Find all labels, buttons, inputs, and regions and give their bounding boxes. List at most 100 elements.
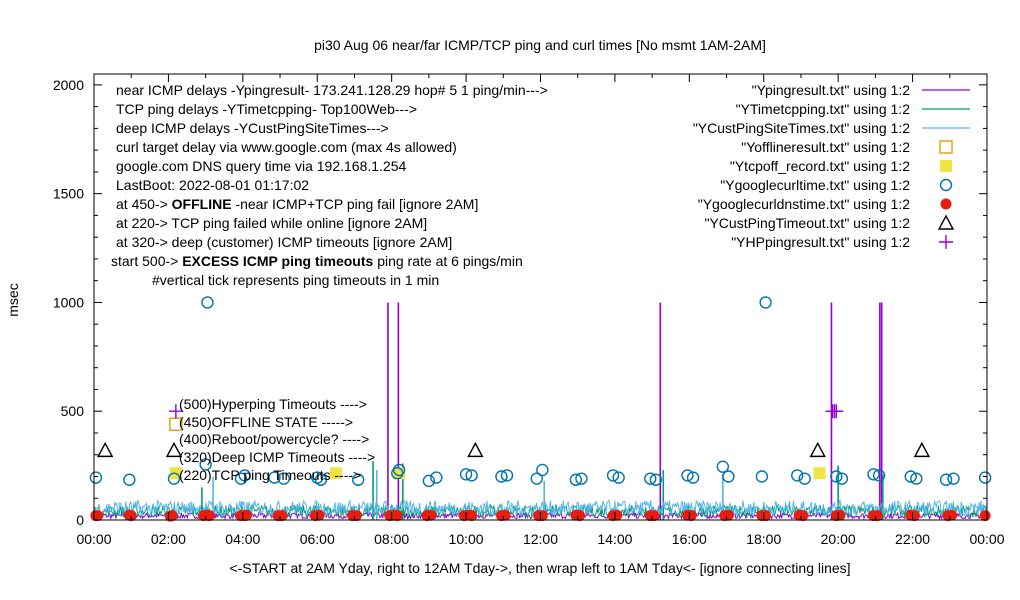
point-5-35 [798, 472, 811, 485]
point-6-13 [276, 510, 288, 522]
point-7-2 [467, 441, 484, 458]
info-line-9: start 500-> EXCESS ICMP ping timeouts pi… [111, 253, 523, 269]
point-5-3 [201, 296, 214, 309]
point-5-29 [686, 471, 700, 484]
chart-title: pi30 Aug 06 near/far ICMP/TCP ping and c… [314, 37, 766, 53]
point-5-13 [392, 463, 406, 477]
x-tick-label-8: 16:00 [672, 531, 707, 547]
marker-label-block: (500)Hyperping Timeouts ----> (450)OFFLIN… [179, 396, 375, 483]
point-6-49 [908, 510, 920, 522]
x-tick-label-10: 20:00 [821, 531, 856, 547]
point-7-4 [913, 441, 931, 458]
info-line-3: curl target delay via www.google.com (ma… [116, 139, 457, 155]
legend-label-4: "Ytcpoff_record.txt" using 1:2 [730, 158, 910, 174]
legend-label-3: "Yofflineresult.txt" using 1:2 [741, 139, 910, 155]
point-5-18 [495, 470, 508, 483]
x-tick-label-5: 10:00 [449, 531, 484, 547]
info-line-text: deep ICMP delays -YCustPingSiteTimes---> [116, 120, 389, 136]
point-6-22 [425, 509, 437, 521]
legend-label-1: "YTimetcpping.txt" using 1:2 [736, 101, 911, 117]
point-5-40 [904, 470, 917, 483]
legend-swatch-6 [940, 198, 952, 210]
info-line-2: deep ICMP delays -YCustPingSiteTimes---> [116, 120, 389, 136]
point-3-0 [169, 417, 183, 431]
marker-label-4: (220)TCP ping Timeouts ----> [179, 467, 361, 483]
legend-label-5: "Ygooglecurltime.txt" using 1:2 [720, 177, 910, 193]
point-5-2 [167, 472, 181, 485]
point-5-14 [422, 474, 436, 488]
info-line-text: at 220-> TCP ping failed while online [i… [116, 215, 427, 231]
point-6-15 [313, 509, 325, 521]
info-line-bold: OFFLINE [172, 196, 232, 212]
point-6-45 [834, 509, 846, 521]
point-5-37 [835, 472, 849, 485]
info-line-6: at 450-> OFFLINE -near ICMP+TCP ping fai… [116, 196, 478, 212]
legend-label-6: "Ygooglecurldnstime.txt" using 1:2 [698, 196, 910, 212]
point-5-17 [465, 469, 478, 482]
point-5-24 [606, 469, 620, 482]
point-5-28 [681, 469, 694, 482]
legend-swatch-7 [937, 214, 955, 230]
point-5-0 [89, 471, 103, 484]
point-5-6 [238, 469, 251, 482]
point-8-0 [168, 404, 183, 419]
point-6-11 [241, 509, 253, 521]
axes-layer: 0 500 1000 1500 2000 00:00 02:00 04:00 06:00 08:0… [53, 73, 1005, 547]
x-tick-label-2: 04:00 [225, 531, 260, 547]
y-tick-label-4: 2000 [53, 77, 84, 93]
point-5-19 [500, 469, 514, 482]
legend-swatch-3 [939, 140, 953, 154]
info-line-4: google.com DNS query time via 192.168.1.… [116, 158, 406, 174]
point-6-47 [871, 510, 883, 522]
markers-layer [89, 296, 992, 522]
point-6-41 [760, 510, 772, 522]
point-5-34 [791, 469, 804, 482]
x-tick-label-12: 00:00 [969, 531, 1004, 547]
point-6-43 [797, 510, 809, 522]
point-6-17 [350, 510, 362, 522]
info-line-suffix: -near ICMP+TCP ping fail [ignore 2AM] [232, 196, 479, 212]
point-5-32 [755, 470, 769, 483]
point-5-20 [530, 472, 543, 485]
point-6-8 [203, 510, 215, 522]
legend-swatch-4 [940, 160, 952, 172]
point-5-26 [644, 472, 657, 485]
point-5-15 [430, 471, 443, 484]
point-5-22 [569, 473, 583, 486]
point-5-31 [722, 470, 735, 483]
info-line-7: at 220-> TCP ping failed while online [i… [116, 215, 427, 231]
point-6-27 [499, 509, 511, 521]
x-tick-label-6: 12:00 [523, 531, 558, 547]
point-5-30 [716, 460, 730, 473]
info-text-block: near ICMP delays -Ypingresult- 173.241.1… [111, 82, 548, 288]
marker-label-1: (450)OFFLINE STATE -----> [179, 414, 353, 430]
point-5-21 [536, 463, 549, 477]
info-line-0: near ICMP delays -Ypingresult- 173.241.1… [116, 82, 548, 98]
point-5-5 [234, 472, 248, 485]
point-6-31 [574, 510, 586, 522]
info-line-bold: EXCESS ICMP ping timeouts [182, 253, 373, 269]
point-5-23 [575, 472, 588, 485]
point-5-33 [759, 296, 772, 309]
info-line-text: google.com DNS query time via 192.168.1.… [116, 158, 406, 174]
y-tick-label-3: 1500 [53, 186, 84, 202]
point-6-39 [722, 509, 734, 521]
info-line-suffix: ping rate at 6 pings/min [373, 253, 522, 269]
point-6-25 [466, 510, 478, 522]
point-5-16 [459, 468, 473, 481]
x-tick-label-11: 22:00 [895, 531, 930, 547]
point-6-33 [611, 509, 623, 521]
info-line-text: start 500-> [111, 253, 182, 269]
point-5-39 [872, 469, 886, 482]
info-line-text: near ICMP delays -Ypingresult- 173.241.1… [116, 82, 548, 98]
x-tick-label-1: 02:00 [151, 531, 186, 547]
x-tick-label-7: 14:00 [597, 531, 632, 547]
point-6-20 [391, 510, 403, 522]
legend-swatch-8 [939, 235, 953, 249]
info-line-5: LastBoot: 2022-08-01 01:17:02 [116, 177, 309, 193]
point-5-10 [314, 473, 328, 486]
point-5-27 [649, 473, 663, 486]
info-line-8: at 320-> deep (customer) ICMP timeouts [… [116, 234, 452, 250]
